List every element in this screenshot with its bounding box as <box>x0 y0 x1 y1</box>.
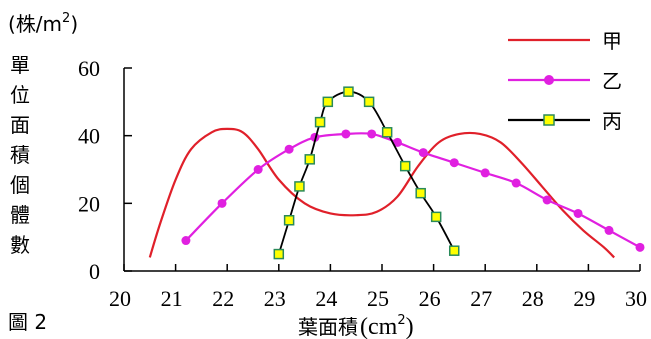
data-point <box>542 195 552 205</box>
series-2 <box>181 129 645 252</box>
data-point <box>322 96 334 108</box>
y-tick-label: 60 <box>78 56 100 81</box>
data-point <box>448 245 460 256</box>
data-point <box>253 165 263 174</box>
series-line <box>185 132 641 249</box>
legend-marker <box>543 114 555 126</box>
y-tick-label: 0 <box>89 259 100 284</box>
data-point <box>181 236 191 246</box>
x-axis-label: 葉面積(cm2) <box>298 313 414 339</box>
y-axis-label-char: 個 <box>10 173 30 197</box>
series-layer <box>148 86 645 260</box>
y-unit-label: (株/m2) <box>8 11 78 36</box>
data-point <box>363 96 375 108</box>
x-tick-label: 24 <box>315 286 337 311</box>
series-3 <box>273 86 460 260</box>
x-ticks: 20 21 22 23 24 25 26 27 28 29 30 <box>109 264 647 311</box>
x-tick-label: 21 <box>161 286 183 311</box>
series-line <box>277 90 456 255</box>
data-point <box>381 127 393 138</box>
data-point <box>635 242 645 252</box>
data-point <box>284 144 294 154</box>
data-point <box>480 168 490 178</box>
series-line <box>148 127 615 259</box>
y-axis-label-char: 積 <box>10 143 30 167</box>
data-point <box>294 181 305 192</box>
legend-label: 甲 <box>602 29 622 53</box>
x-tick-label: 29 <box>573 286 595 311</box>
data-point <box>430 211 442 223</box>
legend-label: 乙 <box>602 69 622 93</box>
y-axis-label-char: 位 <box>10 83 30 107</box>
data-point <box>273 248 285 260</box>
y-axis-label-char: 單 <box>10 53 30 77</box>
data-point <box>343 86 354 97</box>
x-tick-label: 25 <box>367 286 389 311</box>
legend: 甲乙丙 <box>508 29 622 133</box>
data-point <box>418 148 428 158</box>
data-point <box>283 215 295 226</box>
data-point <box>573 208 583 218</box>
x-tick-label: 22 <box>212 286 234 311</box>
x-tick-label: 28 <box>522 286 544 311</box>
data-point <box>341 129 351 139</box>
data-point <box>415 187 426 199</box>
x-tick-label: 26 <box>419 286 441 311</box>
y-axis-label-char: 體 <box>10 203 30 227</box>
data-point <box>604 225 614 235</box>
data-point <box>511 178 521 188</box>
y-ticks: 0 20 40 60 <box>78 56 132 284</box>
y-axis-label-char: 面 <box>10 113 30 137</box>
x-tick-label: 23 <box>264 286 286 311</box>
legend-label: 丙 <box>602 109 622 133</box>
data-point <box>399 160 411 172</box>
series-1 <box>148 127 615 259</box>
y-tick-label: 40 <box>78 124 100 149</box>
legend-marker <box>544 75 554 85</box>
data-point <box>392 137 402 147</box>
data-point <box>449 158 459 168</box>
x-tick-label: 27 <box>470 286 492 311</box>
y-axis-label-char: 數 <box>10 233 30 257</box>
data-point <box>304 154 316 165</box>
data-point <box>367 129 377 139</box>
x-tick-label: 20 <box>109 286 131 311</box>
y-tick-label: 20 <box>78 191 100 216</box>
data-point <box>217 198 227 208</box>
data-point <box>314 116 326 128</box>
figure-label: 圖 2 <box>8 310 47 334</box>
x-tick-label: 30 <box>625 286 647 311</box>
